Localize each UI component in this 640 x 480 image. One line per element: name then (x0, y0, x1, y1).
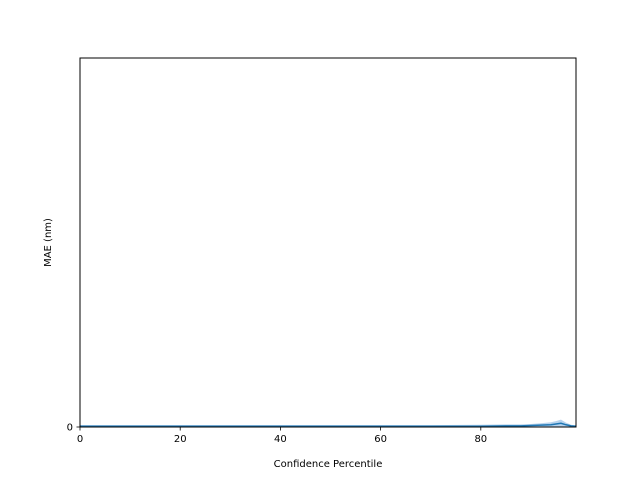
series-line-layer (80, 422, 577, 428)
y-tick-label: 0 (67, 423, 73, 434)
x-tick-label: 40 (274, 434, 287, 445)
y-ticks: 0 (67, 423, 80, 434)
confidence-band-0 (80, 419, 576, 427)
x-axis-label: Confidence Percentile (274, 459, 383, 470)
x-tick-label: 0 (77, 434, 83, 445)
x-tick-label: 60 (374, 434, 387, 445)
axes-frame (79, 57, 577, 428)
plot-area (80, 58, 576, 427)
series-line-0 (80, 422, 577, 428)
confidence-band-layer (80, 419, 576, 427)
x-ticks: 0 20 40 60 80 (77, 427, 487, 445)
x-tick-label: 20 (174, 434, 187, 445)
y-axis-label: MAE (nm) (43, 218, 54, 267)
x-tick-label: 80 (474, 434, 487, 445)
